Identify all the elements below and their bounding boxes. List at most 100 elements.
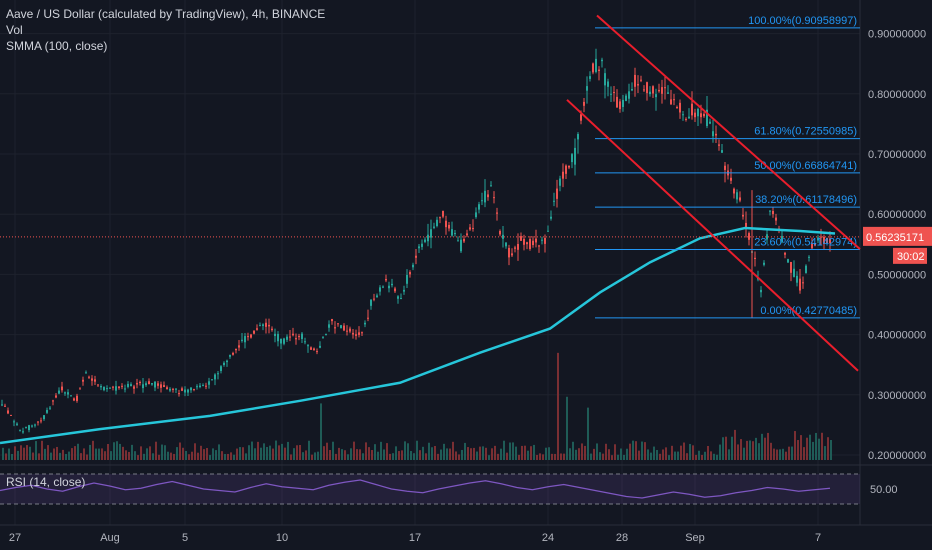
volume-bar <box>383 449 385 460</box>
volume-bar <box>437 453 439 460</box>
candle-body <box>394 288 396 292</box>
volume-bar <box>353 441 355 460</box>
candle-body <box>370 299 372 306</box>
price-tick-label: 0.80000000 <box>868 89 926 101</box>
volume-bar <box>638 450 640 460</box>
volume-bar <box>569 448 571 460</box>
volume-bar <box>680 445 682 460</box>
volume-bar <box>740 439 742 460</box>
candle-body <box>601 59 603 62</box>
candle-body <box>166 387 168 390</box>
candle-body <box>823 236 825 244</box>
candle-body <box>91 378 93 381</box>
volume-bar <box>776 449 778 460</box>
volume-bar <box>626 448 628 460</box>
candle-body <box>733 188 735 194</box>
candle-body <box>172 388 174 390</box>
volume-bar <box>188 454 190 460</box>
candle-body <box>682 114 684 116</box>
volume-bar <box>707 445 709 460</box>
candle-body <box>613 91 615 93</box>
volume-bar <box>614 444 616 460</box>
candle-body <box>25 427 27 429</box>
volume-bar <box>806 437 808 460</box>
candle-body <box>343 325 345 331</box>
volume-bar <box>647 449 649 460</box>
candle-body <box>496 212 498 214</box>
candle-body <box>94 379 96 382</box>
candle-body <box>460 239 462 252</box>
candle-body <box>631 88 633 91</box>
candle-body <box>118 386 120 389</box>
candle-body <box>664 87 666 89</box>
smma-label[interactable]: SMMA (100, close) <box>6 39 108 53</box>
volume-bar <box>506 452 508 460</box>
volume-bar <box>176 447 178 460</box>
candle-body <box>649 91 651 95</box>
volume-bar <box>344 450 346 460</box>
volume-bar <box>128 451 130 460</box>
volume-bar <box>539 453 541 460</box>
volume-bar <box>284 447 286 460</box>
candle-body <box>310 347 312 350</box>
candle-body <box>763 262 765 265</box>
candle-body <box>466 233 468 236</box>
candle-body <box>64 392 66 394</box>
candle-body <box>493 197 495 199</box>
volume-bar <box>683 442 685 460</box>
volume-bar <box>734 429 736 460</box>
candle-body <box>568 165 570 168</box>
volume-bar <box>422 446 424 460</box>
volume-bar <box>554 453 556 460</box>
candle-body <box>472 228 474 230</box>
candle-body <box>391 283 393 286</box>
candle-body <box>403 289 405 292</box>
candle-body <box>271 328 273 331</box>
candle-body <box>667 92 669 94</box>
candle-body <box>784 252 786 255</box>
volume-bar <box>137 455 139 460</box>
volume-bar <box>800 435 802 460</box>
volume-bar <box>161 444 163 460</box>
candle-body <box>652 86 654 94</box>
volume-bar <box>314 452 316 460</box>
candle-body <box>286 336 288 340</box>
volume-bar <box>716 454 718 460</box>
volume-label[interactable]: Vol <box>6 23 23 37</box>
candle-body <box>49 407 51 409</box>
volume-bar <box>785 451 787 460</box>
candle-body <box>430 229 432 238</box>
volume-bar <box>92 440 94 460</box>
time-tick-label: Aug <box>100 532 120 544</box>
candle-body <box>454 233 456 235</box>
volume-bar <box>101 448 103 460</box>
candle-body <box>547 230 549 232</box>
volume-bar <box>257 441 259 460</box>
volume-bar <box>335 453 337 460</box>
volume-bar <box>203 449 205 460</box>
rsi-label[interactable]: RSI (14, close) <box>6 475 86 489</box>
volume-bar <box>230 452 232 460</box>
candle-body <box>292 333 294 336</box>
candle-body <box>211 379 213 381</box>
candle-body <box>574 147 576 165</box>
candle-body <box>250 334 252 338</box>
symbol-title[interactable]: Aave / US Dollar (calculated by TradingV… <box>6 7 326 21</box>
volume-bar <box>530 446 532 460</box>
volume-bar <box>365 442 367 460</box>
fib-level-label: 61.80%(0.72550985) <box>754 126 857 138</box>
candle-body <box>160 384 162 388</box>
volume-bar <box>146 448 148 460</box>
volume-bar <box>68 451 70 460</box>
volume-bar <box>674 451 676 460</box>
candle-body <box>79 388 81 390</box>
volume-bar <box>350 448 352 460</box>
candle-body <box>535 238 537 243</box>
volume-bar <box>824 446 826 460</box>
candle-body <box>328 324 330 328</box>
volume-bar <box>116 441 118 460</box>
volume-bar <box>545 447 547 460</box>
volume-bar <box>308 440 310 460</box>
candle-body <box>316 351 318 353</box>
